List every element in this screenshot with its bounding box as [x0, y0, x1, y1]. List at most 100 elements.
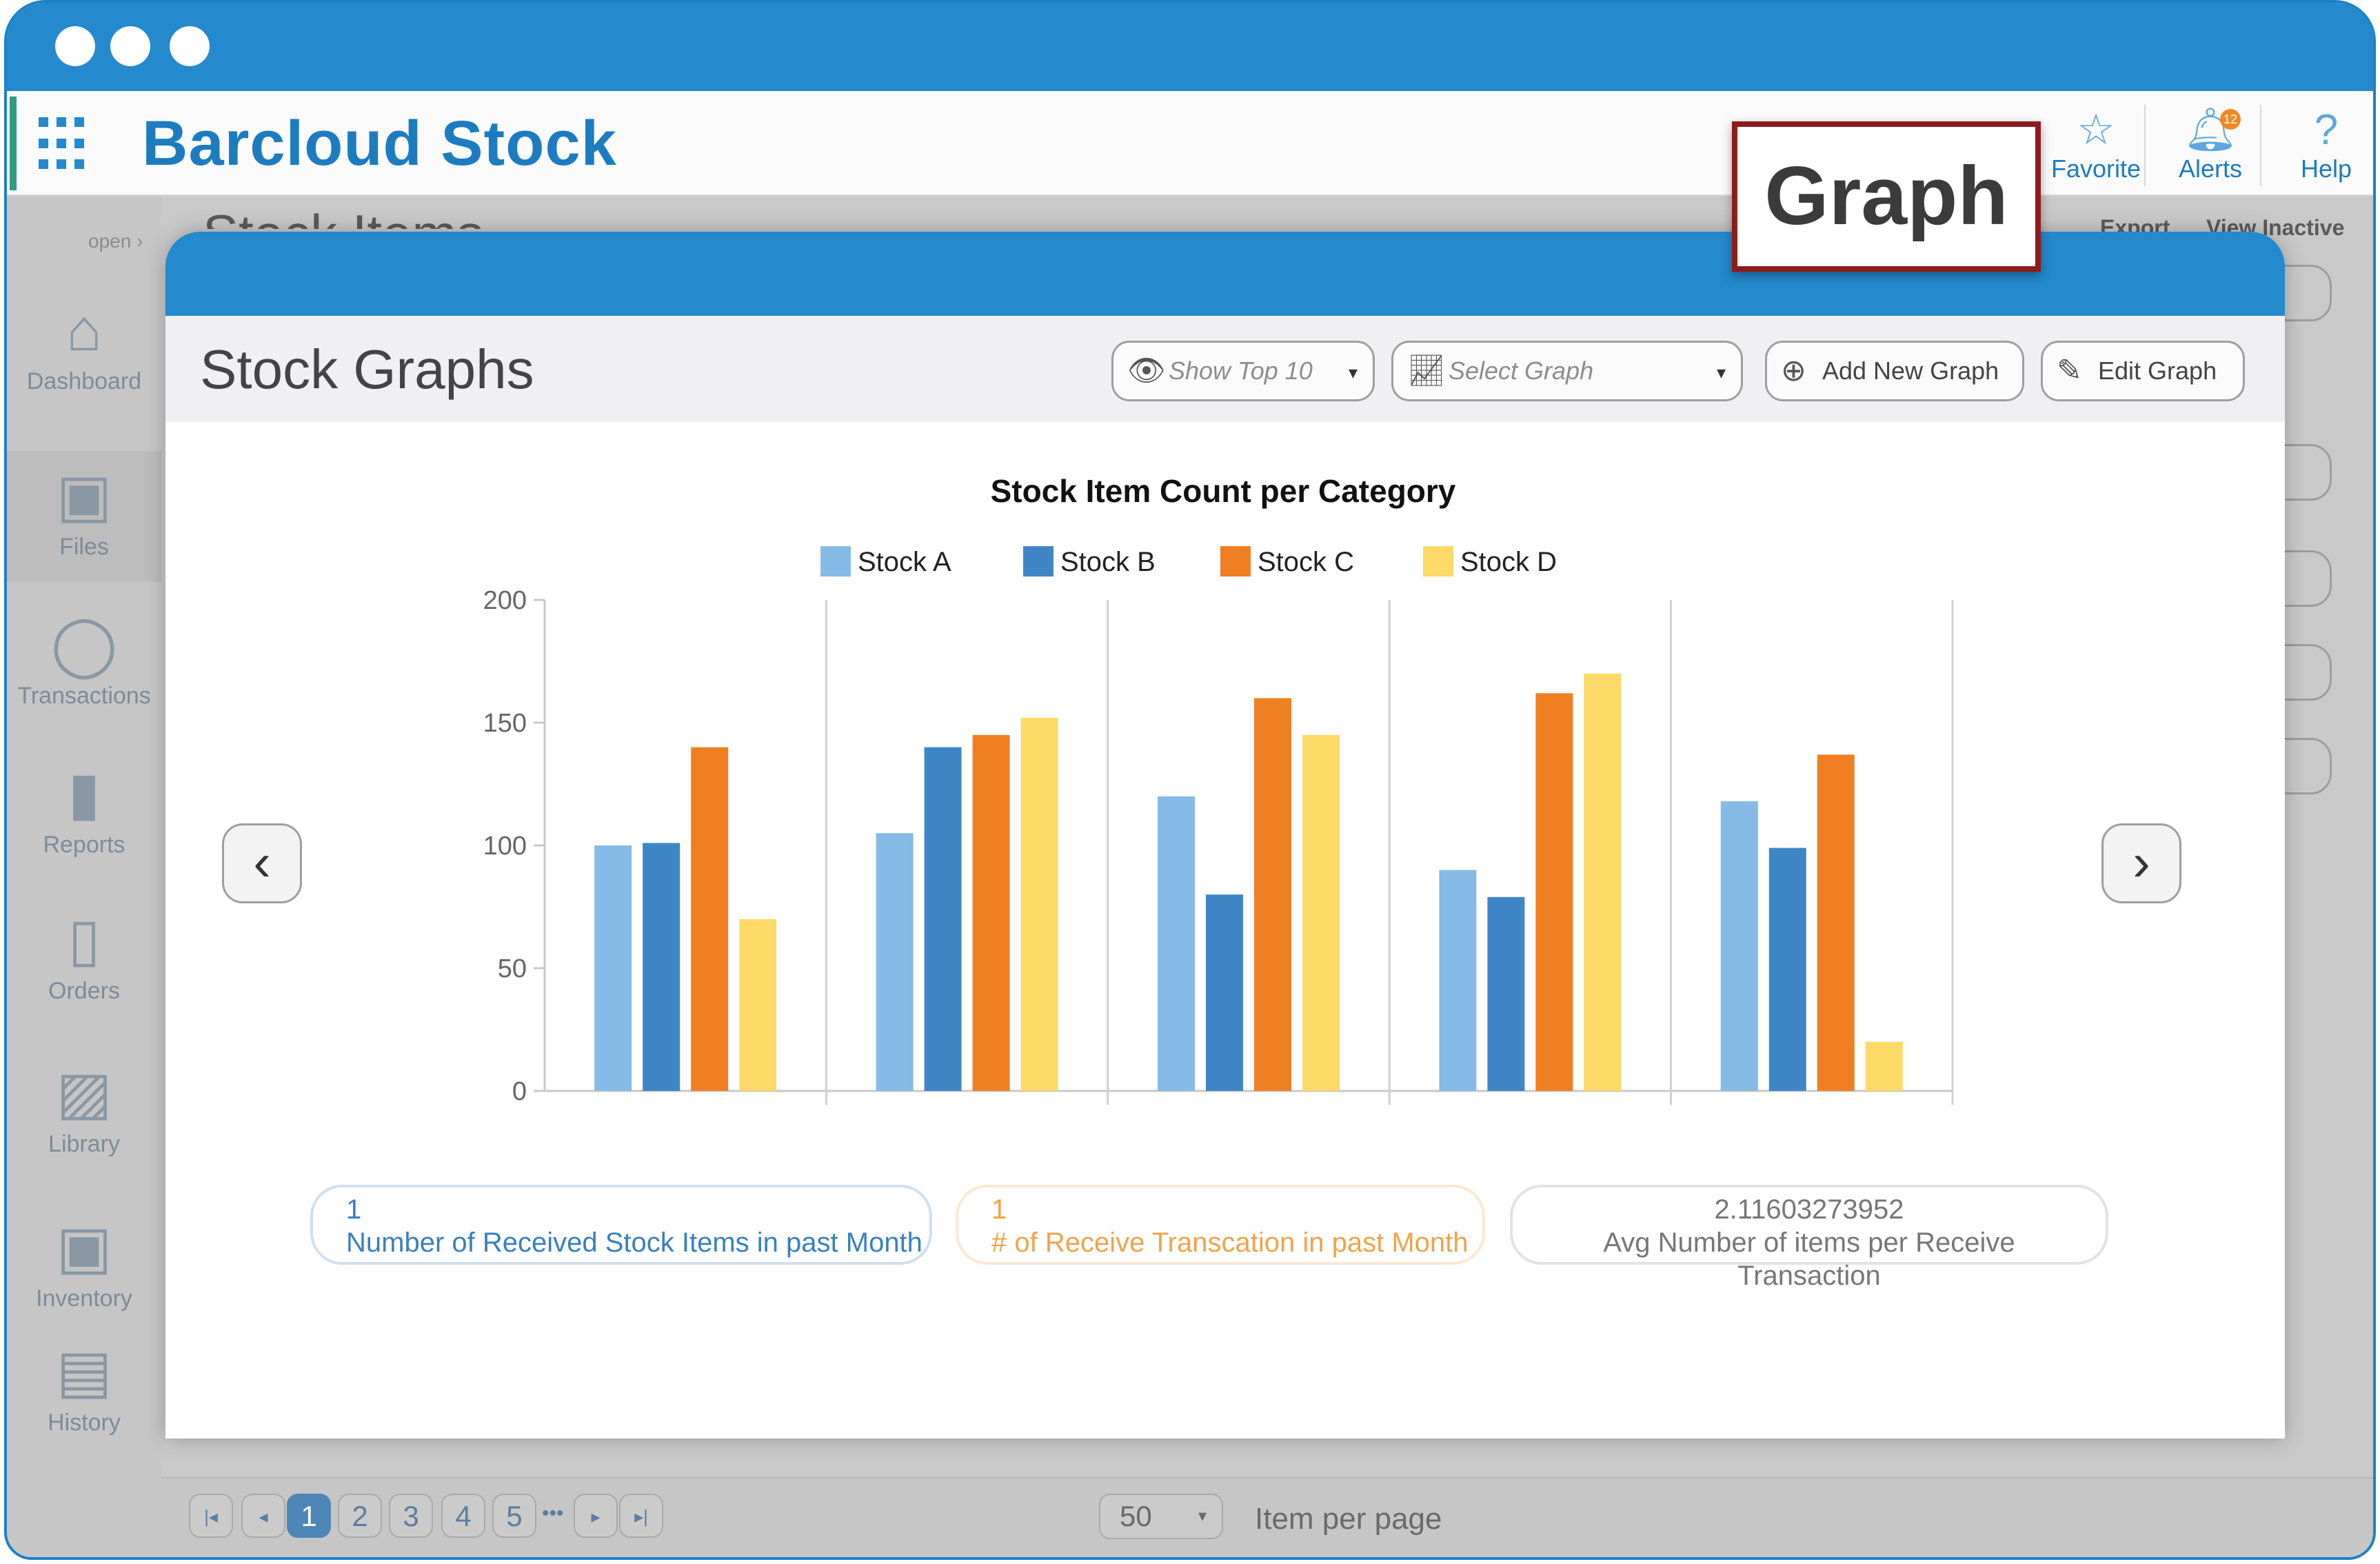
y-tick-label: 50	[498, 954, 527, 983]
bell-icon: 🔔︎	[2183, 106, 2238, 154]
y-tick-label: 0	[512, 1077, 527, 1106]
bar-stock-b	[1768, 848, 1806, 1091]
page-3-button[interactable]: 3	[389, 1494, 433, 1538]
sidebar-item-label: History	[48, 1410, 121, 1436]
favorite-label: Favorite	[2050, 154, 2141, 183]
alerts-count-badge: 12	[2220, 109, 2241, 130]
window-maximize-dot[interactable]	[170, 26, 210, 66]
sidebar-item-transactions[interactable]: ◯ Transactions	[7, 607, 161, 710]
bar-stock-a	[1158, 796, 1195, 1091]
eye-chart-icon: 👁︎	[1127, 354, 1166, 388]
sidebar-item-orders[interactable]: ▯ Orders	[7, 902, 161, 1005]
window-minimize-dot[interactable]	[110, 26, 150, 66]
page-1-button[interactable]: 1	[287, 1494, 331, 1538]
apps-grid-icon[interactable]	[39, 117, 94, 172]
favorite-button[interactable]: ☆ Favorite	[2041, 106, 2151, 183]
legend-label: Stock C	[1258, 547, 1354, 577]
app-title: Barcloud Stock	[142, 108, 617, 179]
items-per-page-select[interactable]: 50 ▾	[1099, 1494, 1223, 1539]
select-graph-select[interactable]: 📈︎ Select Graph ▾	[1391, 341, 1743, 401]
chart-svg: Stock Item Count per Category Stock A Sto…	[483, 473, 1954, 1106]
bar-stock-b	[1487, 896, 1525, 1091]
box-icon: ▣	[56, 463, 112, 529]
y-tick-label: 100	[483, 832, 527, 861]
avg-items-stat: 2.11603273952 Avg Number of items per Re…	[1510, 1185, 2108, 1291]
help-button[interactable]: ? Help	[2271, 106, 2373, 183]
stock-bar-chart: Stock Item Count per Category Stock A Sto…	[165, 422, 2285, 1112]
sidebar-open-toggle[interactable]: open ›	[88, 230, 143, 252]
legend-swatch	[1023, 546, 1053, 577]
sidebar-item-label: Files	[59, 534, 109, 560]
bar-stock-c	[691, 747, 729, 1091]
page-5-button[interactable]: 5	[492, 1494, 536, 1538]
bar-stock-a	[594, 845, 632, 1091]
window-titlebar	[7, 3, 2373, 91]
legend-swatch	[1220, 546, 1251, 577]
chart-grid	[543, 600, 1954, 1105]
bar-stock-a	[1439, 870, 1477, 1091]
edit-graph-button[interactable]: ✎ Edit Graph	[2041, 341, 2245, 401]
window-close-dot[interactable]	[55, 26, 95, 66]
sidebar-item-label: Orders	[48, 978, 120, 1004]
chart-y-axis: 0 50 100 150 200	[483, 586, 545, 1106]
sidebar-item-label: Dashboard	[26, 368, 142, 394]
prev-page-button[interactable]: ◂	[241, 1494, 285, 1538]
sidebar-item-files[interactable]: ▣ Files	[7, 451, 161, 582]
sidebar-item-label: Inventory	[36, 1285, 132, 1312]
stat-value: 1	[991, 1194, 1007, 1225]
chart-title: Stock Item Count per Category	[991, 473, 1456, 509]
stat-label: Number of Received Stock Items in past M…	[346, 1227, 922, 1258]
house-icon: ⌂	[66, 297, 102, 363]
first-page-button[interactable]: |◂	[189, 1494, 233, 1538]
legend-swatch	[1423, 546, 1453, 577]
modal-title: Stock Graphs	[200, 339, 534, 400]
bar-stock-b	[924, 747, 962, 1091]
add-new-graph-button[interactable]: ⊕ Add New Graph	[1765, 341, 2024, 401]
bar-stock-c	[1817, 754, 1855, 1091]
stat-value: 2.11603273952	[1714, 1194, 1904, 1225]
help-label: Help	[2300, 154, 2352, 183]
sidebar-item-label: Reports	[43, 832, 125, 858]
bar-chart-icon: ▮	[68, 761, 101, 827]
previous-graph-button[interactable]: ‹	[222, 823, 302, 903]
header-divider	[2260, 105, 2261, 186]
y-tick-label: 150	[483, 709, 527, 738]
stat-value: 1	[346, 1194, 362, 1225]
document-icon: ▯	[68, 907, 101, 973]
chevron-down-icon: ▾	[1348, 362, 1358, 383]
background-page-title: Stock Items	[203, 196, 483, 229]
bar-stock-a	[1720, 801, 1758, 1091]
sidebar-item-inventory[interactable]: ▣ Inventory	[7, 1210, 161, 1312]
bar-stock-d	[739, 919, 777, 1091]
check-circle-icon: ◯	[50, 612, 118, 678]
sidebar-item-history[interactable]: ▤ History	[7, 1334, 161, 1436]
sidebar: open › ⌂ Dashboard ▣ Files ◯ Transaction…	[7, 196, 161, 1557]
sidebar-item-dashboard[interactable]: ⌂ Dashboard	[7, 292, 161, 395]
bar-stock-b	[1206, 894, 1243, 1091]
graph-callout-label: Graph	[1732, 121, 2041, 272]
pagination-ellipsis: •••	[542, 1502, 564, 1525]
question-icon: ?	[2314, 106, 2339, 154]
alerts-button[interactable]: 🔔︎ 12 Alerts	[2155, 106, 2266, 183]
sidebar-item-reports[interactable]: ▮ Reports	[7, 756, 161, 859]
stat-label: # of Receive Transcation in past Month	[991, 1227, 1469, 1258]
next-graph-button[interactable]: ›	[2101, 823, 2181, 903]
receive-transactions-stat: 1 # of Receive Transcation in past Month	[956, 1185, 1485, 1265]
bar-stock-c	[1254, 698, 1291, 1091]
next-page-button[interactable]: ▸	[574, 1494, 618, 1538]
bar-stock-d	[1865, 1041, 1903, 1091]
last-page-button[interactable]: ▸|	[619, 1494, 663, 1538]
page-4-button[interactable]: 4	[441, 1494, 485, 1538]
line-chart-icon: 📈︎	[1407, 354, 1446, 388]
stat-label: Avg Number of items per Receive Transact…	[1603, 1227, 2015, 1291]
alerts-label: Alerts	[2178, 154, 2243, 183]
chart-legend: Stock A Stock B Stock C Stock D	[820, 546, 1557, 577]
sidebar-item-library[interactable]: ▨ Library	[7, 1055, 161, 1158]
show-top-select[interactable]: 👁︎ Show Top 10 ▾	[1111, 341, 1375, 401]
bar-stock-d	[1584, 673, 1622, 1091]
app-window: Barcloud Stock ☆ Favorite 🔔︎ 12 Alerts ?…	[4, 0, 2376, 1560]
bar-stock-c	[1535, 693, 1573, 1091]
bar-stock-d	[1020, 717, 1058, 1091]
legend-label: Stock D	[1460, 547, 1557, 577]
page-2-button[interactable]: 2	[338, 1494, 382, 1538]
